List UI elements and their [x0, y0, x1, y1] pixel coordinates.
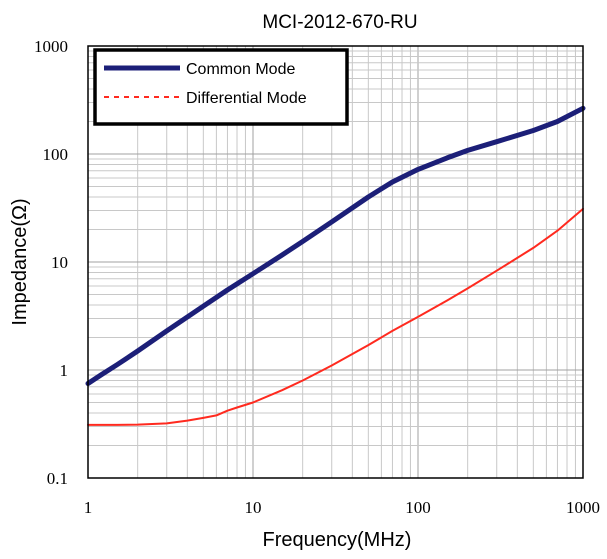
y-tick-label: 1	[60, 361, 69, 380]
x-tick-label: 1	[84, 498, 93, 517]
x-axis-label: Frequency(MHz)	[263, 529, 412, 551]
x-tick-label: 100	[405, 498, 431, 517]
series-layer	[85, 105, 586, 426]
y-tick-label: 1000	[34, 37, 68, 56]
x-tick-label: 1000	[566, 498, 600, 517]
differential-mode-line	[87, 207, 584, 426]
legend: Common Mode Differential Mode	[93, 48, 349, 126]
y-tick-label: 0.1	[47, 469, 68, 488]
y-tick-label: 100	[43, 145, 69, 164]
legend-box	[93, 48, 349, 126]
tick-labels: 1 10 100 1000 0.1 1 10 100 1000	[34, 37, 600, 517]
plot-frame	[87, 45, 584, 479]
legend-label: Common Mode	[186, 61, 295, 78]
common-mode-line	[85, 105, 586, 386]
y-axis-label: Impedance(Ω)	[9, 198, 31, 325]
legend-label: Differential Mode	[186, 90, 307, 107]
y-tick-label: 10	[51, 253, 68, 272]
x-tick-label: 10	[245, 498, 262, 517]
chart-title: MCI-2012-670-RU	[262, 12, 417, 33]
